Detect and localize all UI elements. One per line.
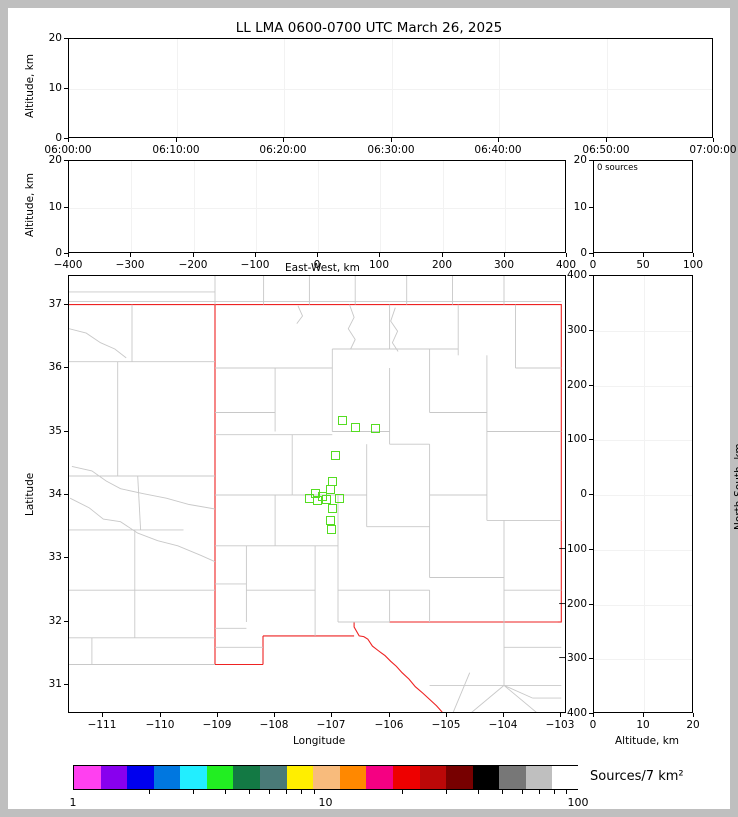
panel-north-south-altitude (593, 275, 693, 713)
colorbar-band (100, 766, 128, 789)
panel-east-west-altitude (68, 160, 566, 253)
figure-title: LL LMA 0600-0700 UTC March 26, 2025 (235, 20, 503, 36)
colorbar-band (313, 766, 341, 789)
colorbar-band (499, 766, 527, 789)
colorbar-band (206, 766, 234, 789)
source-marker (337, 416, 347, 426)
colorbar (73, 765, 580, 790)
colorbar-band (74, 766, 102, 789)
panel-plan-view-map (68, 275, 566, 713)
source-marker (350, 423, 360, 433)
panel-altitude-histogram: 0 sources (593, 160, 693, 253)
source-marker (370, 423, 380, 433)
colorbar-band (446, 766, 474, 789)
colorbar-band (180, 766, 208, 789)
colorbar-band (233, 766, 261, 789)
panel-north-south-ylabel: North-South, km (733, 443, 738, 530)
colorbar-band (525, 766, 553, 789)
map-xlabel: Longitude (293, 735, 346, 747)
panel-time-altitude (68, 38, 713, 138)
source-marker (334, 493, 344, 503)
colorbar-tick-label: 1 (69, 796, 77, 809)
source-marker (326, 515, 336, 525)
colorbar-band (419, 766, 447, 789)
source-marker (325, 485, 335, 495)
colorbar-band (339, 766, 367, 789)
source-marker (312, 495, 322, 505)
figure-canvas: LL LMA 0600-0700 UTC March 26, 2025 0 so… (8, 8, 738, 809)
panel-time-altitude-ylabel: Altitude, km (24, 53, 36, 118)
map-ylabel: Latitude (24, 472, 36, 516)
colorbar-tick-label: 10 (318, 796, 333, 809)
source-marker (328, 504, 338, 514)
colorbar-caption: Sources/7 km² (590, 769, 684, 784)
source-marker (326, 524, 336, 534)
panel-east-west-xlabel: East-West, km (285, 262, 360, 274)
colorbar-band (392, 766, 421, 789)
panel-east-west-ylabel: Altitude, km (24, 172, 36, 237)
panel-north-south-xlabel: Altitude, km (615, 735, 680, 747)
map-geography (69, 276, 562, 712)
source-marker (327, 476, 337, 486)
colorbar-band (127, 766, 155, 789)
source-marker (330, 451, 340, 461)
sources-count-annotation: 0 sources (597, 163, 638, 173)
colorbar-band (153, 766, 181, 789)
colorbar-band (260, 766, 288, 789)
colorbar-band (286, 766, 314, 789)
colorbar-tick-label: 100 (567, 796, 589, 809)
colorbar-band (552, 766, 580, 789)
source-marker (322, 494, 332, 504)
colorbar-band (366, 766, 394, 789)
colorbar-band (472, 766, 500, 789)
